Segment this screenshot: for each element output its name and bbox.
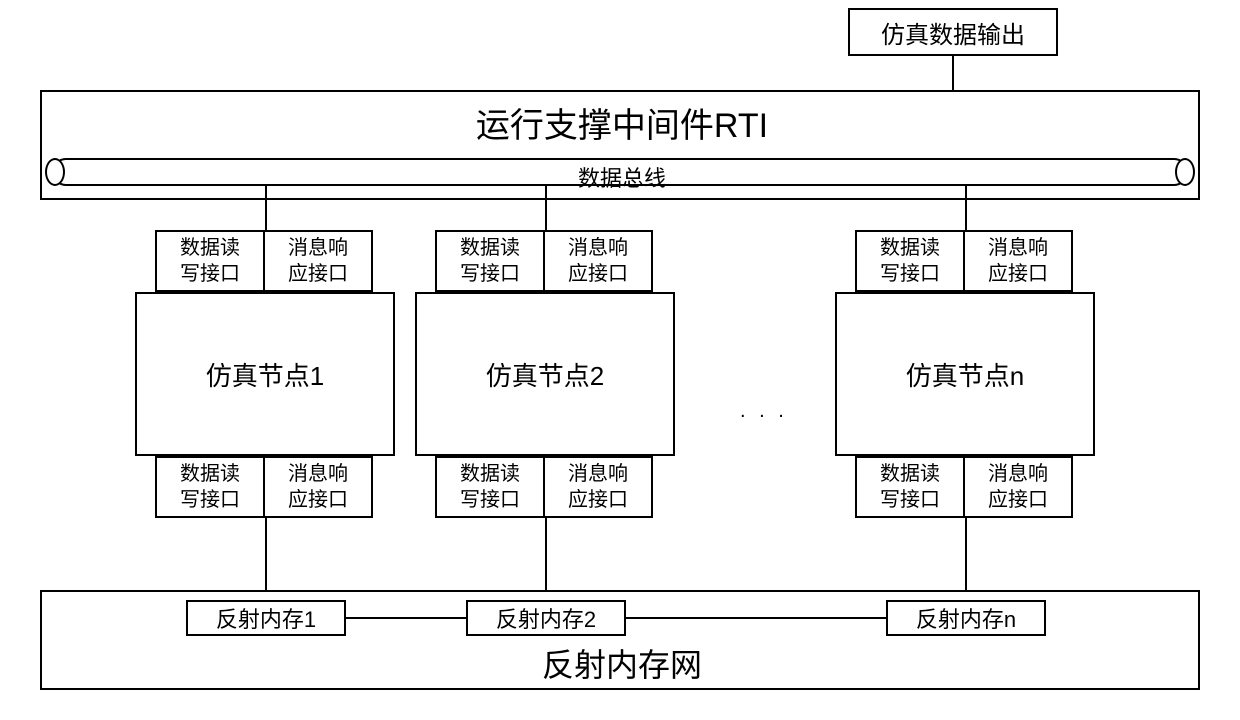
data-rw-bot-1: 数据读 写接口 — [155, 456, 265, 518]
bus-label: 数据总线 — [54, 161, 1190, 193]
msg-resp-bot-n: 消息响 应接口 — [963, 456, 1073, 518]
msg-resp-bot-2: 消息响 应接口 — [543, 456, 653, 518]
data-rw-bot-2: 数据读 写接口 — [435, 456, 545, 518]
msg-resp-top-n: 消息响 应接口 — [963, 230, 1073, 292]
iface-top-node-n: 数据读 写接口 消息响 应接口 — [855, 230, 1073, 292]
sim-node-n: 仿真节点n — [835, 292, 1095, 456]
connector-output-rti — [952, 56, 954, 90]
msg-resp-top-2: 消息响 应接口 — [543, 230, 653, 292]
sim-node-2: 仿真节点2 — [415, 292, 675, 456]
output-label: 仿真数据输出 — [881, 15, 1025, 50]
iface-bot-node-n: 数据读 写接口 消息响 应接口 — [855, 456, 1073, 518]
data-bus-pipe: 数据总线 — [52, 158, 1188, 186]
iface-bot-node2: 数据读 写接口 消息响 应接口 — [435, 456, 653, 518]
iface-top-node2: 数据读 写接口 消息响 应接口 — [435, 230, 653, 292]
data-rw-top-n: 数据读 写接口 — [855, 230, 965, 292]
connector-bus-node-n — [965, 186, 967, 230]
connector-node1-mem — [265, 518, 267, 600]
bus-cap-left — [45, 158, 65, 186]
connector-mem-2-n — [626, 617, 886, 619]
msg-resp-bot-1: 消息响 应接口 — [263, 456, 373, 518]
memory-2: 反射内存2 — [466, 600, 626, 636]
ellipsis: . . . — [740, 400, 788, 423]
sim-node-1: 仿真节点1 — [135, 292, 395, 456]
memory-n: 反射内存n — [886, 600, 1046, 636]
output-box: 仿真数据输出 — [848, 8, 1058, 56]
iface-bot-node1: 数据读 写接口 消息响 应接口 — [155, 456, 373, 518]
connector-mem-1-2 — [346, 617, 466, 619]
connector-node-n-mem — [965, 518, 967, 600]
memory-net-label: 反射内存网 — [42, 640, 1202, 686]
data-rw-top-2: 数据读 写接口 — [435, 230, 545, 292]
connector-node2-mem — [545, 518, 547, 600]
rti-title: 运行支撑中间件RTI — [42, 98, 1202, 147]
bus-cap-right — [1175, 158, 1195, 186]
connector-bus-node1 — [265, 186, 267, 230]
connector-bus-node2 — [545, 186, 547, 230]
msg-resp-top-1: 消息响 应接口 — [263, 230, 373, 292]
memory-1: 反射内存1 — [186, 600, 346, 636]
iface-top-node1: 数据读 写接口 消息响 应接口 — [155, 230, 373, 292]
data-rw-bot-n: 数据读 写接口 — [855, 456, 965, 518]
data-rw-top-1: 数据读 写接口 — [155, 230, 265, 292]
